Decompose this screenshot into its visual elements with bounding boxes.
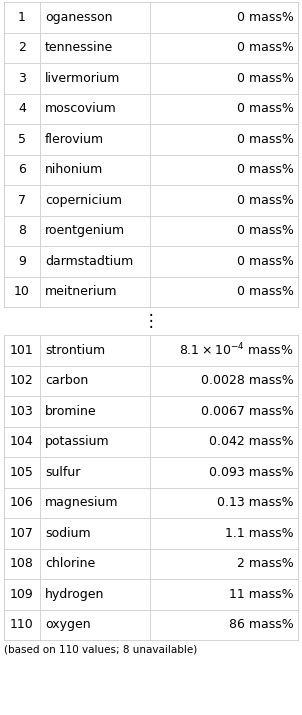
Text: chlorine: chlorine xyxy=(45,557,95,571)
Text: 104: 104 xyxy=(10,435,34,448)
Text: sodium: sodium xyxy=(45,527,91,540)
Text: 2 mass%: 2 mass% xyxy=(237,557,294,571)
Text: 0.13 mass%: 0.13 mass% xyxy=(217,496,294,509)
Text: potassium: potassium xyxy=(45,435,110,448)
Text: 110: 110 xyxy=(10,618,34,631)
Text: bromine: bromine xyxy=(45,405,97,418)
Text: moscovium: moscovium xyxy=(45,102,117,115)
Text: (based on 110 values; 8 unavailable): (based on 110 values; 8 unavailable) xyxy=(4,644,197,654)
Text: 0 mass%: 0 mass% xyxy=(237,133,294,146)
Text: darmstadtium: darmstadtium xyxy=(45,255,133,267)
Text: tennessine: tennessine xyxy=(45,41,113,54)
Text: 0.042 mass%: 0.042 mass% xyxy=(209,435,294,448)
Text: 0 mass%: 0 mass% xyxy=(237,194,294,207)
Text: 10: 10 xyxy=(14,285,30,298)
Text: hydrogen: hydrogen xyxy=(45,588,104,601)
Text: 108: 108 xyxy=(10,557,34,571)
Text: nihonium: nihonium xyxy=(45,163,103,177)
Text: oxygen: oxygen xyxy=(45,618,91,631)
Text: 5: 5 xyxy=(18,133,26,146)
Text: oganesson: oganesson xyxy=(45,11,113,24)
Text: 7: 7 xyxy=(18,194,26,207)
Text: strontium: strontium xyxy=(45,344,105,357)
Text: 0.0067 mass%: 0.0067 mass% xyxy=(201,405,294,418)
Text: 0 mass%: 0 mass% xyxy=(237,225,294,237)
Text: 3: 3 xyxy=(18,72,26,85)
Text: 11 mass%: 11 mass% xyxy=(230,588,294,601)
Text: 1.1 mass%: 1.1 mass% xyxy=(225,527,294,540)
Text: 0 mass%: 0 mass% xyxy=(237,255,294,267)
Text: 2: 2 xyxy=(18,41,26,54)
Text: 9: 9 xyxy=(18,255,26,267)
Text: 107: 107 xyxy=(10,527,34,540)
Text: magnesium: magnesium xyxy=(45,496,118,509)
Text: 6: 6 xyxy=(18,163,26,177)
Text: 4: 4 xyxy=(18,102,26,115)
Text: 102: 102 xyxy=(10,374,34,388)
Text: meitnerium: meitnerium xyxy=(45,285,117,298)
Text: 0 mass%: 0 mass% xyxy=(237,41,294,54)
Text: 109: 109 xyxy=(10,588,34,601)
Text: 86 mass%: 86 mass% xyxy=(229,618,294,631)
Text: 0.0028 mass%: 0.0028 mass% xyxy=(201,374,294,388)
Text: sulfur: sulfur xyxy=(45,465,80,479)
Text: 106: 106 xyxy=(10,496,34,509)
Text: 0 mass%: 0 mass% xyxy=(237,163,294,177)
Text: copernicium: copernicium xyxy=(45,194,122,207)
Text: 0 mass%: 0 mass% xyxy=(237,102,294,115)
Text: 0 mass%: 0 mass% xyxy=(237,72,294,85)
Text: carbon: carbon xyxy=(45,374,88,388)
Text: livermorium: livermorium xyxy=(45,72,120,85)
Text: 0 mass%: 0 mass% xyxy=(237,285,294,298)
Text: 0.093 mass%: 0.093 mass% xyxy=(209,465,294,479)
Text: 101: 101 xyxy=(10,344,34,357)
Text: 103: 103 xyxy=(10,405,34,418)
Text: roentgenium: roentgenium xyxy=(45,225,125,237)
Text: 105: 105 xyxy=(10,465,34,479)
Text: 0 mass%: 0 mass% xyxy=(237,11,294,24)
Text: $8.1\times10^{-4}$ mass%: $8.1\times10^{-4}$ mass% xyxy=(179,342,294,358)
Text: 8: 8 xyxy=(18,225,26,237)
Text: ⋮: ⋮ xyxy=(143,312,159,330)
Text: flerovium: flerovium xyxy=(45,133,104,146)
Text: 1: 1 xyxy=(18,11,26,24)
